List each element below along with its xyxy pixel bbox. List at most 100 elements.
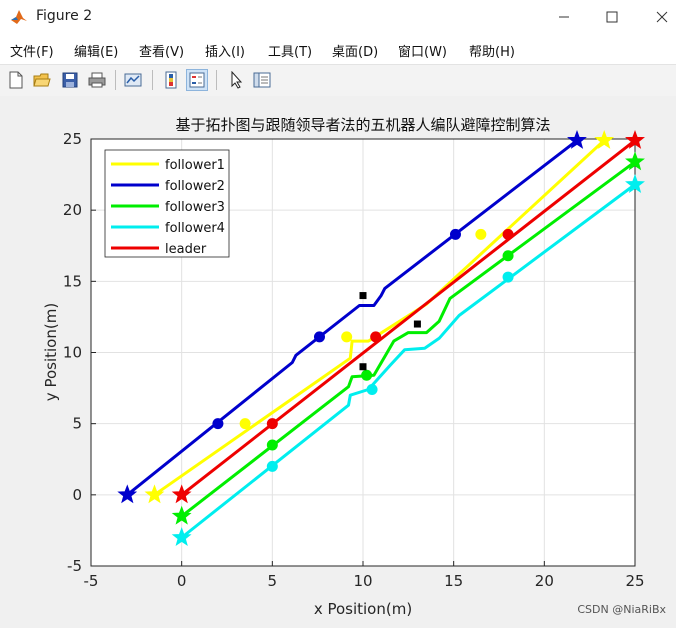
print-icon	[88, 72, 106, 88]
legend-box	[104, 149, 230, 258]
marker-dot-follower2	[313, 331, 325, 343]
menu-help[interactable]: 帮助(H)	[469, 45, 515, 60]
marker-dot-follower1	[341, 331, 353, 343]
menu-desktop[interactable]: 桌面(D)	[332, 45, 379, 60]
new-figure-icon	[9, 71, 23, 89]
print-button[interactable]	[86, 69, 108, 91]
menu-view[interactable]: 查看(V)	[139, 45, 185, 60]
minimize-icon	[559, 16, 569, 18]
menu-file[interactable]: 文件(F)	[10, 45, 54, 60]
y-tick-label: 5	[72, 415, 82, 433]
y-tick-label: 0	[72, 486, 82, 504]
series-markers	[117, 129, 645, 546]
series-line-leader	[180, 139, 636, 496]
link-plot-button[interactable]	[122, 69, 144, 91]
marker-dot-leader	[502, 228, 514, 240]
menu-insert[interactable]: 插入(I)	[205, 45, 245, 60]
y-tick-label: 25	[63, 130, 82, 148]
marker-dot-follower4	[502, 271, 514, 283]
menu-bar: 文件(F) 编辑(E) 查看(V) 插入(I) 工具(T) 桌面(D) 窗口(W…	[0, 34, 676, 65]
marker-star-leader	[625, 129, 645, 149]
property-inspector-button[interactable]	[251, 69, 273, 91]
obstacle-marker	[359, 292, 367, 300]
new-figure-button[interactable]	[5, 69, 27, 91]
marker-dot-follower3	[266, 439, 278, 451]
obstacle-marker	[359, 363, 367, 371]
marker-star-follower4	[625, 174, 645, 193]
maximize-icon	[606, 11, 618, 23]
marker-star-follower1	[144, 484, 165, 504]
legend-label-follower1: follower1	[165, 158, 225, 173]
open-button[interactable]	[31, 69, 53, 91]
marker-star-follower3	[625, 151, 645, 171]
close-button[interactable]	[640, 0, 676, 34]
legend-icon	[189, 72, 205, 88]
legend-button[interactable]	[186, 69, 208, 91]
csdn-watermark: CSDN @NiaRiBx	[577, 603, 666, 616]
marker-star-follower2	[567, 129, 587, 149]
marker-dot-follower4	[366, 384, 378, 396]
marker-dot-follower1	[475, 228, 487, 240]
y-tick-label: 10	[63, 344, 82, 362]
legend-label-follower4: follower4	[165, 221, 225, 236]
link-plot-icon	[124, 73, 142, 87]
open-icon	[33, 73, 51, 87]
x-tick-label: 5	[268, 572, 278, 590]
marker-dot-follower2	[212, 418, 224, 430]
legend[interactable]: follower1 follower2 follower3 follower4 lead…	[104, 149, 230, 258]
x-tick-label: 15	[444, 572, 463, 590]
chart-title: 基于拓扑图与跟随领导者法的五机器人编队避障控制算法	[175, 116, 550, 134]
marker-dot-leader	[370, 331, 382, 343]
pointer-icon	[231, 71, 243, 89]
obstacle-marker	[413, 320, 421, 328]
trajectory-chart: -5 0 5 10 15 20 25 -5 0 5 10 15 20 25 基于拓扑图与跟随领导者法的五机…	[42, 116, 666, 618]
minimize-button[interactable]	[542, 0, 586, 34]
obstacle-markers	[359, 292, 421, 371]
y-axis-label: y Position(m)	[42, 303, 60, 401]
legend-label-follower2: follower2	[165, 179, 225, 194]
marker-star-follower4	[171, 527, 192, 546]
y-tick-label: 15	[63, 272, 82, 290]
legend-label-follower3: follower3	[165, 200, 225, 215]
window-titlebar: Figure 2	[0, 0, 676, 34]
colorbar-icon	[165, 71, 177, 89]
maximize-button[interactable]	[590, 0, 634, 34]
marker-dot-follower3	[502, 250, 514, 262]
y-tick-label: 20	[63, 201, 82, 219]
marker-dot-leader	[266, 418, 278, 430]
axis-ticks: -5 0 5 10 15 20 25 -5 0 5 10 15 20 25	[63, 130, 645, 590]
save-button[interactable]	[59, 69, 81, 91]
colorbar-button[interactable]	[160, 69, 182, 91]
x-axis-label: x Position(m)	[314, 600, 412, 618]
window-title: Figure 2	[36, 8, 93, 24]
marker-star-follower3	[171, 505, 192, 525]
figure-canvas: -5 0 5 10 15 20 25 -5 0 5 10 15 20 25 基于拓扑图与跟随领导者法的五机…	[0, 96, 676, 624]
figure-toolbar	[0, 65, 676, 97]
x-tick-label: 20	[535, 572, 554, 590]
menu-edit[interactable]: 编辑(E)	[74, 45, 119, 60]
series-line-follower1	[153, 139, 606, 497]
toolbar-separator	[152, 70, 153, 90]
marker-dot-follower3	[361, 369, 373, 381]
close-icon	[656, 11, 668, 23]
series-line-follower2	[126, 139, 578, 496]
marker-dot-follower4	[266, 460, 278, 472]
marker-star-leader	[171, 484, 192, 504]
marker-star-follower1	[594, 129, 615, 149]
marker-dot-follower2	[449, 228, 461, 240]
pointer-button[interactable]	[225, 69, 247, 91]
legend-label-leader: leader	[165, 242, 207, 257]
y-tick-label: -5	[67, 557, 82, 575]
x-tick-label: 0	[177, 572, 187, 590]
x-tick-label: 25	[625, 572, 644, 590]
toolbar-separator	[115, 70, 116, 90]
series-line-follower4	[180, 183, 636, 539]
x-tick-label: 10	[353, 572, 372, 590]
series-lines	[126, 139, 636, 539]
save-icon	[62, 72, 78, 88]
marker-dot-follower1	[239, 418, 251, 430]
menu-tools[interactable]: 工具(T)	[268, 45, 313, 60]
menu-window[interactable]: 窗口(W)	[398, 45, 447, 60]
marker-star-follower2	[117, 484, 138, 504]
toolbar-separator	[216, 70, 217, 90]
